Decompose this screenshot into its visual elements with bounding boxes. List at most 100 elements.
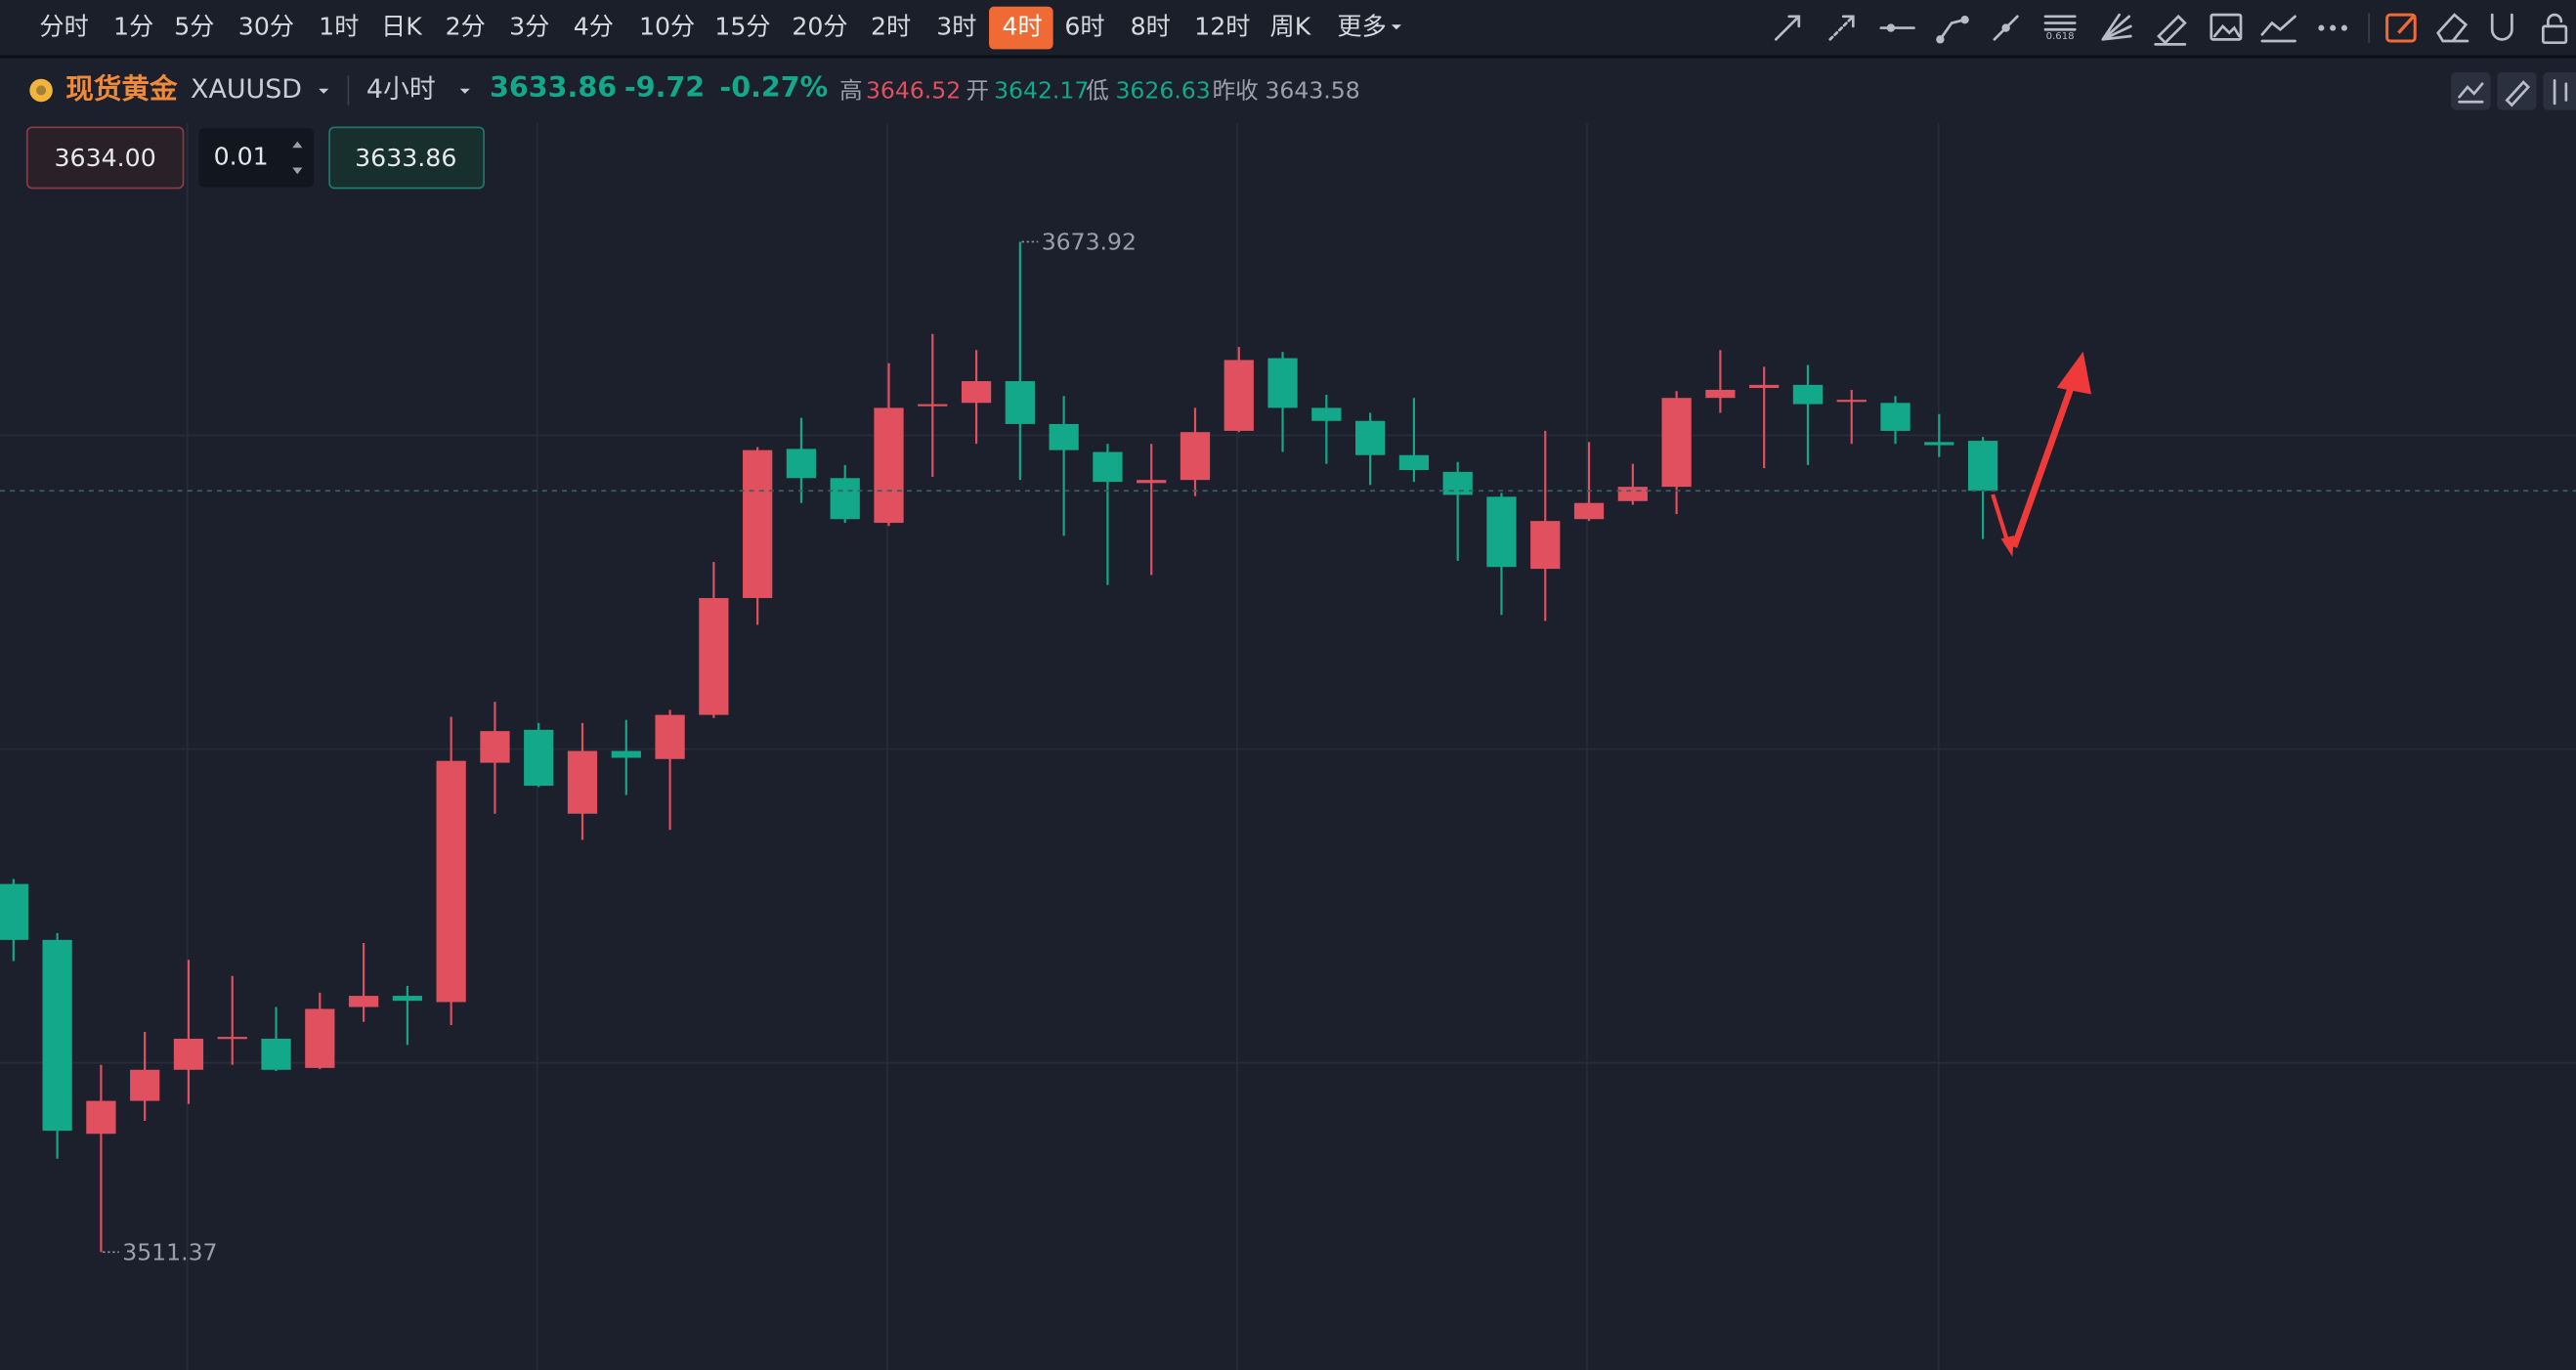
candle-body bbox=[1137, 480, 1167, 484]
tool-eraser[interactable] bbox=[2436, 13, 2469, 43]
period-button[interactable]: 10分 bbox=[639, 13, 695, 41]
period-button[interactable]: 5分 bbox=[174, 13, 214, 41]
annotation-arrows bbox=[1991, 351, 2092, 557]
interval-select[interactable]: 4小时 bbox=[366, 74, 436, 105]
symbol-icon bbox=[29, 78, 53, 103]
price-change: -9.72 bbox=[624, 70, 705, 104]
chart-options bbox=[2451, 71, 2576, 110]
min-label: 3511.37 bbox=[122, 1239, 217, 1266]
prev-close-label: 昨收 bbox=[1213, 77, 1259, 105]
tool-more[interactable] bbox=[2318, 24, 2347, 31]
period-toolbar bbox=[0, 0, 2576, 57]
candle-body bbox=[305, 1008, 335, 1068]
candle-body bbox=[743, 450, 773, 599]
tool-image[interactable] bbox=[2210, 13, 2243, 41]
period-button[interactable]: 1时 bbox=[319, 13, 359, 41]
tool-draw-mode[interactable] bbox=[2385, 13, 2417, 43]
period-button[interactable]: 6时 bbox=[1064, 13, 1104, 41]
candle-body bbox=[86, 1100, 116, 1135]
candle-body bbox=[1486, 496, 1517, 568]
period-button[interactable]: 周K bbox=[1270, 13, 1312, 41]
candle-body bbox=[830, 478, 860, 520]
open-label: 开 bbox=[966, 77, 990, 105]
candle-body bbox=[524, 729, 554, 787]
symbol-code[interactable]: XAUUSD bbox=[191, 74, 302, 105]
candle-body bbox=[699, 598, 729, 715]
period-button[interactable]: 4时 bbox=[1002, 13, 1042, 41]
tool-fan[interactable] bbox=[2101, 13, 2132, 41]
tool-indicator[interactable] bbox=[2260, 15, 2297, 43]
tool-ray[interactable] bbox=[1774, 15, 1801, 41]
period-button[interactable]: 20分 bbox=[792, 13, 847, 41]
high-value: 3646.52 bbox=[866, 77, 961, 105]
candle-body bbox=[130, 1069, 160, 1101]
candle-body bbox=[480, 731, 510, 763]
buy-price: 3633.86 bbox=[355, 144, 456, 172]
svg-text:0.618: 0.618 bbox=[2046, 31, 2075, 42]
candle-body bbox=[1661, 398, 1692, 488]
candle-body bbox=[1705, 389, 1736, 399]
tool-segment[interactable] bbox=[1936, 15, 1969, 44]
max-label: 3673.92 bbox=[1042, 229, 1137, 256]
tool-fibonacci[interactable]: 0.618 bbox=[2043, 15, 2077, 42]
candle-body bbox=[918, 404, 948, 407]
candle-body bbox=[567, 750, 598, 814]
buy-button[interactable] bbox=[328, 126, 485, 190]
tool-brush[interactable] bbox=[2154, 14, 2187, 46]
candle-body bbox=[1749, 384, 1780, 389]
candle-body bbox=[0, 883, 28, 940]
period-button[interactable]: 3时 bbox=[936, 13, 976, 41]
more-caret bbox=[1391, 24, 1401, 30]
period-button[interactable]: 4分 bbox=[574, 13, 614, 41]
candle-body bbox=[874, 407, 904, 524]
period-button[interactable]: 日K bbox=[381, 13, 423, 41]
high-label: 高 bbox=[839, 77, 863, 105]
period-button[interactable]: 分时 bbox=[39, 13, 88, 41]
period-button[interactable]: 30分 bbox=[238, 13, 294, 41]
chart-option-button[interactable] bbox=[2543, 71, 2576, 110]
period-button[interactable]: 15分 bbox=[714, 13, 770, 41]
candle-body bbox=[1967, 441, 1998, 492]
candle-body bbox=[1311, 407, 1342, 421]
period-button[interactable]: 3分 bbox=[509, 13, 549, 41]
tool-trend-line[interactable] bbox=[1993, 15, 2019, 41]
tool-lock[interactable] bbox=[2541, 13, 2568, 45]
candle-body bbox=[1573, 502, 1605, 520]
tool-horizontal-line[interactable] bbox=[1879, 23, 1915, 32]
period-button[interactable]: 12时 bbox=[1194, 13, 1250, 41]
interval-caret bbox=[459, 88, 470, 94]
candle-body bbox=[1224, 360, 1254, 431]
period-button[interactable]: 2分 bbox=[446, 13, 486, 41]
tool-extended-line[interactable] bbox=[1828, 15, 1855, 41]
sell-button[interactable] bbox=[25, 126, 185, 190]
candle-body bbox=[1354, 420, 1386, 455]
lots-value: 0.01 bbox=[214, 142, 269, 170]
candle-body bbox=[392, 996, 423, 1002]
prev-close-value: 3643.58 bbox=[1265, 77, 1359, 105]
candle-body bbox=[655, 714, 685, 759]
candle-body bbox=[1049, 423, 1079, 450]
open-value: 3642.17 bbox=[994, 77, 1089, 105]
symbol-caret bbox=[319, 88, 329, 94]
low-label: 低 bbox=[1086, 77, 1109, 105]
period-button[interactable]: 8时 bbox=[1131, 13, 1171, 41]
grid bbox=[0, 123, 2576, 1370]
candlestick-chart: 3673.92 3511.37 bbox=[0, 229, 2576, 1266]
lots-input[interactable] bbox=[198, 128, 315, 188]
more-button[interactable]: 更多 bbox=[1337, 13, 1386, 41]
candle-body bbox=[1880, 403, 1911, 431]
candle-body bbox=[173, 1038, 204, 1070]
candle-body bbox=[436, 760, 466, 1003]
period-button[interactable]: 1分 bbox=[113, 13, 153, 41]
symbol-icon-inner bbox=[36, 85, 47, 96]
tool-magnet[interactable] bbox=[2490, 13, 2513, 41]
period-list: 分时 1分 5分 30分 1时 日K 2分 3分 4分 10分 15分 20分 2时 3时 4时 6时 8时 12… bbox=[39, 6, 1312, 50]
period-button[interactable]: 2时 bbox=[871, 13, 911, 41]
price-change-pct: -0.27% bbox=[719, 70, 828, 104]
lots-spinner[interactable] bbox=[292, 141, 303, 175]
candle-body bbox=[1617, 487, 1648, 501]
candle-body bbox=[217, 1037, 247, 1040]
symbol-name[interactable]: 现货黄金 bbox=[65, 71, 178, 105]
